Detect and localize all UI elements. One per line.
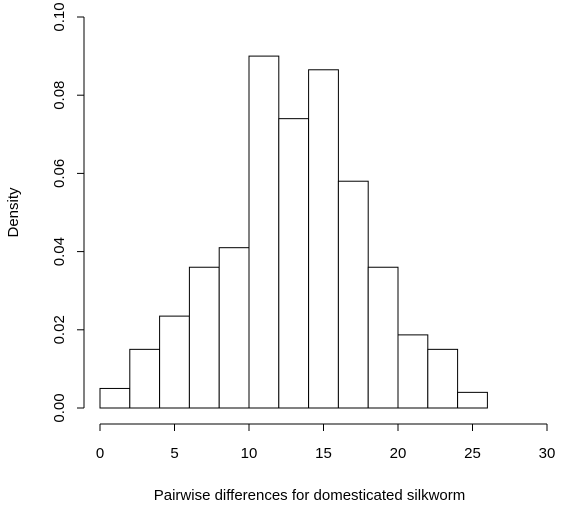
histogram-bar-11	[427, 348, 459, 409]
x-tick-label-3: 15	[315, 445, 332, 462]
y-tick-label-5: 0.10	[51, 2, 68, 31]
x-tick-label-2: 10	[241, 445, 258, 462]
histogram-bar-3	[188, 266, 220, 409]
histogram-bar-10	[397, 334, 429, 409]
y-axis: 0.00 0.02 0.04 0.06 0.08 0.10	[51, 2, 85, 423]
x-tick-label-0: 0	[96, 445, 104, 462]
y-tick-label-1: 0.02	[51, 315, 68, 344]
histogram-bar-6	[278, 118, 310, 409]
histogram-bar-1	[129, 348, 161, 409]
histogram-bar-12	[457, 391, 488, 409]
y-tick-label-4: 0.08	[51, 81, 68, 110]
x-tick-label-5: 25	[464, 445, 481, 462]
histogram-bar-9	[367, 266, 399, 409]
histogram-bar-8	[337, 180, 369, 409]
histogram-bar-5	[248, 55, 280, 409]
histogram-bar-7	[308, 69, 339, 409]
histogram-bar-2	[159, 315, 190, 409]
histogram-bar-4	[218, 247, 250, 409]
x-axis-title: Pairwise differences for domesticated si…	[154, 487, 466, 504]
x-tick-label-6: 30	[539, 445, 556, 462]
y-axis-title: Density	[5, 187, 22, 238]
bars-group	[99, 55, 488, 409]
y-tick-label-3: 0.06	[51, 159, 68, 188]
x-tick-label-1: 5	[170, 445, 178, 462]
y-tick-label-0: 0.00	[51, 393, 68, 422]
histogram-bar-0	[99, 387, 131, 409]
y-tick-label-2: 0.04	[51, 237, 68, 266]
x-axis: 0 5 10 15 20 25 30	[96, 423, 556, 462]
x-tick-label-4: 20	[390, 445, 407, 462]
